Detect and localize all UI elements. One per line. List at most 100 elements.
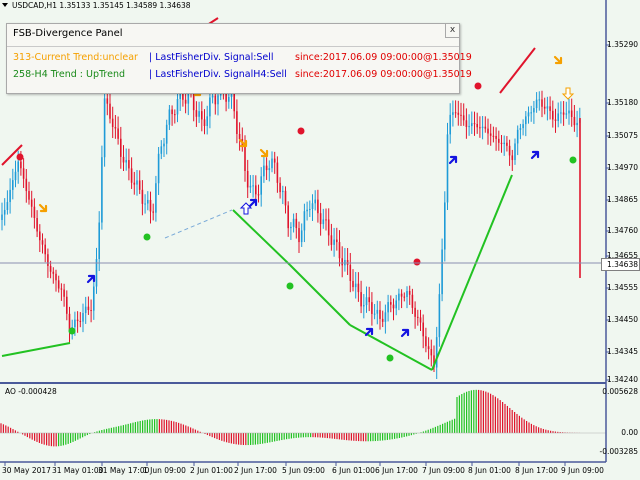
fsb-divergence-panel[interactable]: FSB-Divergence Panel x 313-Current Trend… [6, 23, 472, 94]
candle-body [538, 99, 541, 101]
candle-body [76, 319, 79, 322]
candle-body [441, 249, 443, 295]
symbol-dropdown-icon[interactable] [2, 3, 8, 7]
candle-body [68, 313, 71, 332]
candle-body [530, 112, 532, 114]
candle-body [425, 336, 427, 347]
candle-body [203, 119, 206, 126]
candle-body [500, 142, 503, 145]
candle-body [174, 114, 176, 116]
candle-body [406, 290, 408, 297]
candle-body [79, 321, 82, 323]
ao-axis-label: -0.003285 [599, 447, 639, 456]
candle-body [468, 126, 470, 128]
candle-body [152, 211, 154, 213]
candle-body [214, 95, 217, 105]
sell-arrow-icon [238, 138, 248, 148]
hollow-buy-arrow-icon [239, 202, 253, 215]
candle-body [217, 95, 219, 105]
candle-body [303, 211, 306, 231]
candle-body [265, 165, 268, 171]
time-label: 9 Jun 09:00 [561, 466, 604, 475]
candle-body [171, 109, 173, 115]
time-label: 30 May 2017 [2, 466, 51, 475]
arrow-shape [38, 203, 48, 213]
candle-body [192, 93, 195, 111]
price-label: 1.35290 [606, 40, 638, 49]
candle-body [284, 190, 287, 206]
buy-arrow-icon [400, 328, 410, 338]
time-label: 1 Jun 09:00 [143, 466, 186, 475]
arrow-shape [248, 198, 258, 208]
candle-body [287, 205, 289, 229]
candle-body [130, 168, 133, 183]
candle-body [300, 230, 303, 243]
candle-body [498, 138, 500, 143]
support-trendline [232, 209, 291, 266]
candle-body [444, 202, 446, 250]
candle-body [422, 322, 424, 337]
candle-body [373, 313, 376, 315]
candle-body [392, 304, 395, 309]
candle-body [260, 176, 262, 195]
candle-body [95, 259, 98, 287]
candle-body [187, 93, 190, 104]
candle-body [74, 319, 76, 328]
candle-body [346, 260, 349, 265]
candle-body [546, 106, 549, 109]
candle-body [120, 138, 122, 157]
candle-body [322, 219, 325, 225]
candle-body [317, 199, 319, 214]
ao-indicator-label: AO -0.000428 [5, 387, 57, 396]
candle-body [176, 99, 179, 115]
candle-body [541, 99, 543, 107]
candle-body [376, 309, 379, 314]
price-label: 1.34240 [606, 375, 638, 384]
h4-trend-text: 258-H4 Trend : UpTrend [13, 69, 125, 80]
candle-body [403, 296, 406, 298]
candle-body [9, 189, 11, 203]
candle-body [390, 302, 392, 305]
candle-body [133, 182, 136, 185]
candle-body [98, 222, 100, 260]
candle-body [506, 142, 508, 146]
signal-dot [68, 327, 76, 335]
signal-dot [386, 354, 394, 362]
candle-body [28, 191, 30, 200]
candle-body [60, 288, 63, 290]
candle-body [33, 206, 36, 219]
panel-close-button[interactable]: x [445, 24, 459, 38]
candle-body [114, 127, 117, 129]
candle-body [87, 306, 90, 311]
signal-dot [143, 233, 151, 241]
candle-body [449, 114, 451, 135]
buy-arrow-icon [530, 150, 540, 160]
candle-body [225, 87, 227, 102]
candle-body [309, 209, 311, 211]
candle-body [55, 273, 57, 281]
candle-body [336, 239, 338, 243]
candle-body [573, 116, 576, 126]
candle-body [47, 254, 49, 266]
candle-body [473, 123, 476, 125]
candle-body [387, 302, 389, 313]
candle-body [41, 240, 44, 245]
price-label: 1.34345 [606, 347, 638, 356]
candle-body [228, 96, 230, 102]
candle-body [543, 106, 546, 109]
price-label: 1.34970 [606, 163, 638, 172]
sell-arrow-icon [259, 148, 269, 158]
candle-body [552, 110, 554, 120]
candle-body [263, 165, 265, 177]
candle-body [349, 264, 352, 281]
buy-arrow-icon [248, 198, 258, 208]
candle-body [476, 123, 478, 128]
candle-body [430, 349, 433, 356]
candle-body [6, 202, 9, 210]
candle-body [357, 283, 360, 293]
candle-body [238, 134, 241, 140]
support-trendline [431, 174, 513, 371]
candle-body [39, 231, 41, 241]
candle-body [319, 213, 322, 225]
candle-body [157, 153, 160, 184]
